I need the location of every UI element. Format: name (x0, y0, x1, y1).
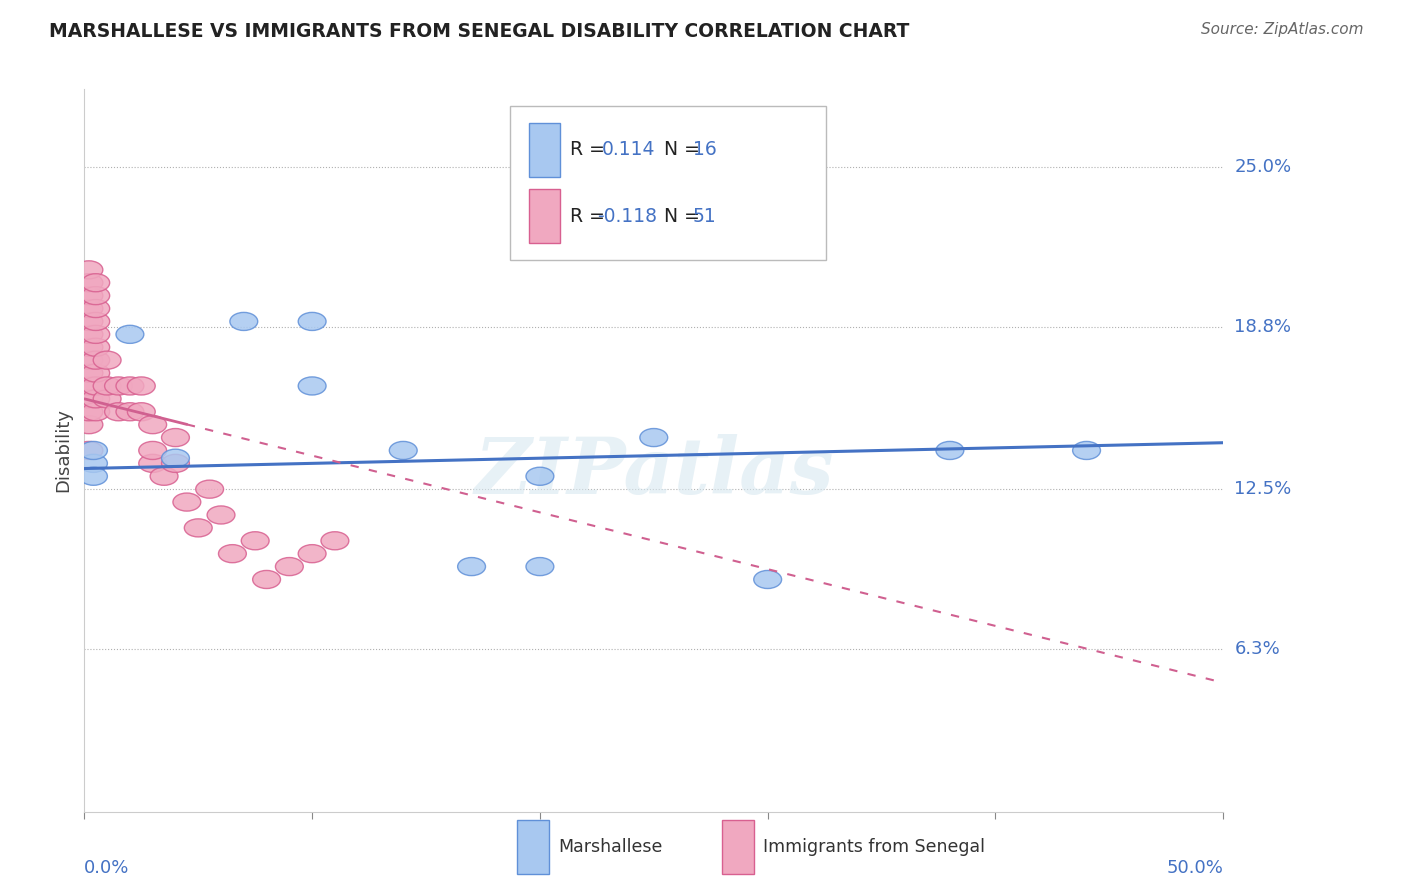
Ellipse shape (242, 532, 269, 549)
Text: R =: R = (569, 140, 616, 160)
Ellipse shape (82, 377, 110, 395)
Ellipse shape (298, 377, 326, 395)
Ellipse shape (75, 338, 103, 356)
Ellipse shape (82, 300, 110, 318)
Ellipse shape (139, 454, 167, 473)
Ellipse shape (82, 364, 110, 382)
Ellipse shape (75, 377, 103, 395)
Ellipse shape (82, 274, 110, 292)
Text: 6.3%: 6.3% (1234, 640, 1279, 658)
Ellipse shape (139, 416, 167, 434)
Ellipse shape (80, 467, 107, 485)
Text: 12.5%: 12.5% (1234, 480, 1292, 498)
Ellipse shape (231, 312, 257, 330)
Text: R =: R = (569, 207, 610, 226)
Ellipse shape (75, 402, 103, 421)
Ellipse shape (162, 454, 190, 473)
Ellipse shape (75, 442, 103, 459)
Y-axis label: Disability: Disability (55, 409, 73, 492)
Ellipse shape (75, 300, 103, 318)
Text: Source: ZipAtlas.com: Source: ZipAtlas.com (1201, 22, 1364, 37)
Ellipse shape (82, 390, 110, 408)
Ellipse shape (173, 493, 201, 511)
Text: 0.114: 0.114 (602, 140, 655, 160)
Ellipse shape (75, 364, 103, 382)
Ellipse shape (115, 377, 143, 395)
Text: 50.0%: 50.0% (1167, 859, 1223, 877)
Ellipse shape (75, 416, 103, 434)
Ellipse shape (628, 170, 657, 188)
Ellipse shape (93, 377, 121, 395)
Ellipse shape (82, 312, 110, 330)
Text: 18.8%: 18.8% (1234, 318, 1291, 335)
Text: N =: N = (651, 207, 706, 226)
Ellipse shape (82, 402, 110, 421)
Ellipse shape (321, 532, 349, 549)
Ellipse shape (139, 442, 167, 459)
Ellipse shape (75, 390, 103, 408)
Text: 51: 51 (693, 207, 716, 226)
Ellipse shape (162, 428, 190, 447)
Ellipse shape (184, 519, 212, 537)
Ellipse shape (640, 428, 668, 447)
Ellipse shape (162, 450, 190, 467)
Ellipse shape (276, 558, 304, 575)
Text: 0.0%: 0.0% (84, 859, 129, 877)
Ellipse shape (82, 351, 110, 369)
Ellipse shape (526, 467, 554, 485)
Ellipse shape (128, 377, 155, 395)
Ellipse shape (115, 402, 143, 421)
Ellipse shape (207, 506, 235, 524)
Ellipse shape (93, 390, 121, 408)
Ellipse shape (195, 480, 224, 499)
Ellipse shape (82, 338, 110, 356)
Text: Marshallese: Marshallese (558, 838, 662, 856)
Ellipse shape (389, 442, 418, 459)
Text: 16: 16 (693, 140, 716, 160)
Ellipse shape (298, 545, 326, 563)
Ellipse shape (253, 571, 281, 589)
Ellipse shape (75, 274, 103, 292)
Ellipse shape (1073, 442, 1101, 459)
Ellipse shape (75, 326, 103, 343)
Ellipse shape (82, 286, 110, 305)
Ellipse shape (104, 402, 132, 421)
Text: Immigrants from Senegal: Immigrants from Senegal (763, 838, 986, 856)
Ellipse shape (218, 545, 246, 563)
Ellipse shape (936, 442, 965, 459)
Ellipse shape (104, 377, 132, 395)
Ellipse shape (75, 312, 103, 330)
Ellipse shape (75, 351, 103, 369)
Ellipse shape (754, 571, 782, 589)
Text: -0.118: -0.118 (596, 207, 657, 226)
Ellipse shape (115, 326, 143, 343)
Text: N =: N = (651, 140, 706, 160)
Ellipse shape (298, 312, 326, 330)
Text: MARSHALLESE VS IMMIGRANTS FROM SENEGAL DISABILITY CORRELATION CHART: MARSHALLESE VS IMMIGRANTS FROM SENEGAL D… (49, 22, 910, 41)
Ellipse shape (82, 326, 110, 343)
Ellipse shape (526, 558, 554, 575)
Ellipse shape (150, 467, 179, 485)
Ellipse shape (75, 260, 103, 279)
Ellipse shape (128, 402, 155, 421)
Ellipse shape (75, 286, 103, 305)
Ellipse shape (93, 351, 121, 369)
Ellipse shape (80, 454, 107, 473)
Ellipse shape (458, 558, 485, 575)
Ellipse shape (80, 442, 107, 459)
Text: 25.0%: 25.0% (1234, 158, 1292, 176)
Text: ZIPatlas: ZIPatlas (474, 434, 834, 510)
